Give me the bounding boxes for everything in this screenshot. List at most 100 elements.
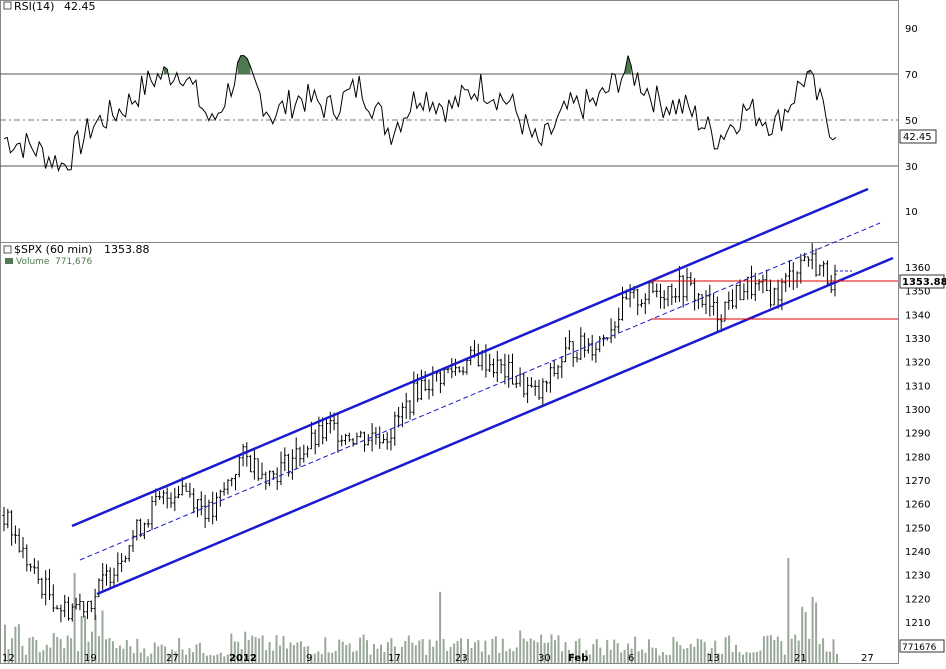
volume-bar — [182, 650, 184, 664]
price-tick: 1220 — [905, 594, 930, 605]
volume-bar — [102, 611, 104, 664]
volume-bar — [265, 650, 267, 663]
volume-bar — [25, 655, 27, 663]
volume-bar — [759, 650, 761, 663]
volume-bar — [35, 640, 37, 663]
volume-bar — [425, 655, 427, 663]
volume-bar — [561, 651, 563, 663]
volume-bar — [98, 636, 100, 663]
x-tick: 27 — [861, 653, 874, 664]
volume-bar — [199, 643, 201, 663]
volume-bar — [370, 655, 372, 664]
volume-bar — [599, 648, 601, 663]
volume-bar — [338, 640, 340, 663]
volume-bar — [46, 645, 48, 663]
volume-bar — [665, 655, 667, 663]
volume-bar — [119, 646, 121, 664]
volume-bar — [42, 650, 44, 663]
volume-bar — [32, 637, 34, 663]
volume-bar — [530, 638, 532, 663]
volume-bar — [67, 636, 69, 664]
price-tick: 1270 — [905, 476, 930, 487]
volume-bar — [770, 635, 772, 663]
volume-bar — [766, 636, 768, 663]
volume-bar — [404, 641, 406, 663]
volume-bar — [321, 654, 323, 663]
volume-legend-icon — [5, 258, 13, 264]
volume-bar — [833, 639, 835, 663]
volume-bar — [509, 649, 511, 663]
volume-bar — [122, 649, 124, 663]
volume-bar — [112, 641, 114, 663]
volume-bar — [495, 636, 497, 663]
x-tick: 21 — [794, 653, 807, 664]
volume-bar — [742, 655, 744, 663]
price-collapse-icon[interactable] — [4, 246, 11, 253]
x-tick: 6 — [628, 653, 634, 664]
volume-bar — [366, 640, 368, 663]
volume-bar — [836, 654, 838, 663]
volume-bar — [60, 639, 62, 663]
volume-bar — [356, 651, 358, 663]
volume-bar — [606, 640, 608, 663]
volume-bar — [704, 642, 706, 663]
volume-bar — [519, 631, 521, 664]
volume-bar — [662, 652, 664, 663]
volume-bar — [746, 652, 748, 663]
price-tick: 1340 — [905, 310, 930, 321]
volume-bar — [822, 638, 824, 663]
volume-bar — [641, 650, 643, 664]
volume-bar — [739, 652, 741, 663]
volume-bar — [150, 654, 152, 663]
volume-bar — [269, 642, 271, 663]
price-tick: 1360 — [905, 263, 930, 274]
volume-bar — [408, 636, 410, 664]
channel-upper-line — [72, 189, 868, 526]
channel-midline — [80, 223, 880, 560]
volume-bar — [481, 652, 483, 663]
x-tick: 17 — [388, 653, 401, 664]
volume-bar — [157, 646, 159, 663]
volume-bar — [262, 636, 264, 664]
rsi-header: RSI(14) 42.45 — [4, 0, 96, 13]
volume-bar — [383, 652, 385, 663]
volume-bar — [115, 648, 117, 663]
volume-bar — [283, 636, 285, 663]
price-tick: 1320 — [905, 358, 930, 369]
volume-bar — [331, 653, 333, 663]
price-tick: 1250 — [905, 523, 930, 534]
volume-value: 771,676 — [55, 257, 92, 267]
volume-bar — [352, 652, 354, 663]
volume-bar — [735, 645, 737, 663]
volume-bar — [812, 597, 814, 663]
volume-bar — [679, 645, 681, 663]
volume-bar — [436, 641, 438, 664]
rsi-collapse-icon[interactable] — [4, 2, 11, 9]
volume-bar — [18, 624, 20, 663]
volume-bar — [411, 643, 413, 663]
volume-bar — [502, 639, 504, 663]
volume-bar — [484, 641, 486, 663]
x-tick-year: 2012 — [229, 653, 257, 664]
volume-bar — [415, 645, 417, 663]
volume-bar — [505, 651, 507, 663]
price-tick: 1310 — [905, 381, 930, 392]
volume-bar — [81, 616, 83, 663]
volume-bar — [498, 653, 500, 663]
volume-bar — [551, 634, 553, 663]
x-tick: 13 — [707, 653, 720, 664]
volume-bar — [558, 635, 560, 663]
volume-bar — [488, 655, 490, 663]
volume-bar — [777, 637, 779, 663]
volume-bar — [676, 642, 678, 663]
volume-bar — [756, 652, 758, 663]
volume-last-value: 771676 — [902, 643, 937, 653]
volume-bar — [377, 649, 379, 663]
rsi-label: RSI(14) — [14, 0, 54, 13]
volume-bar — [126, 640, 128, 663]
volume-bar — [634, 637, 636, 663]
volume-bar — [697, 639, 699, 663]
volume-bar — [446, 651, 448, 663]
